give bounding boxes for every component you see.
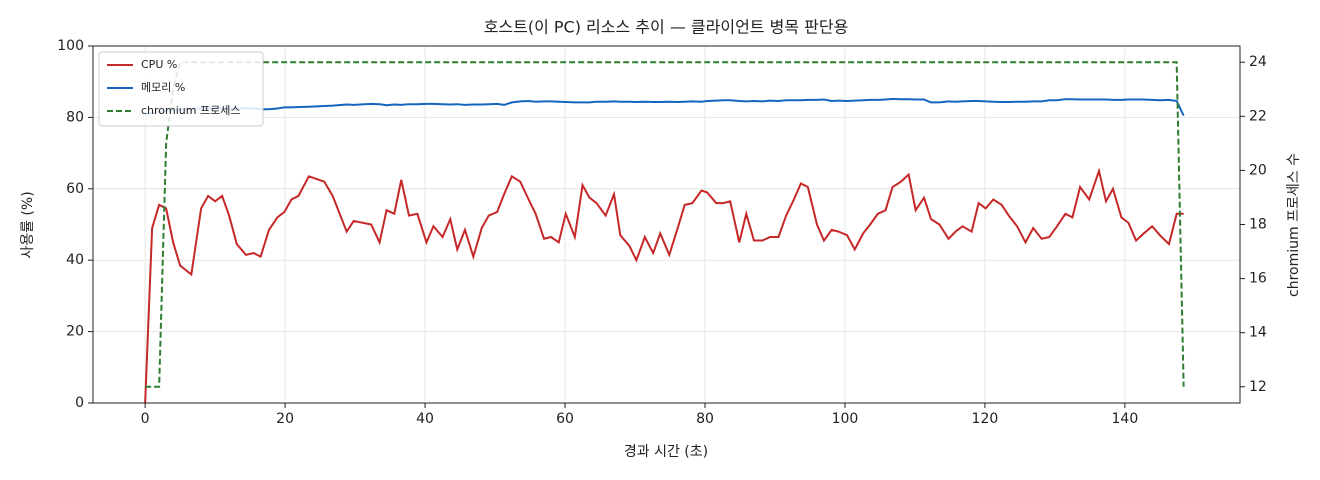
y2-tick-label: 22 xyxy=(1249,108,1267,124)
x-tick-label: 120 xyxy=(972,411,999,427)
y2-tick-label: 24 xyxy=(1249,54,1267,70)
plot-frame xyxy=(92,45,1241,404)
x-tick-label: 20 xyxy=(276,411,294,427)
y-tick-label: 80 xyxy=(66,109,84,125)
x-tick-label: 80 xyxy=(696,411,714,427)
y-tick-label: 20 xyxy=(66,324,84,340)
x-tick-label: 60 xyxy=(556,411,574,427)
x-tick-label: 0 xyxy=(141,411,150,427)
y2-tick-label: 12 xyxy=(1249,379,1267,395)
line-series xyxy=(145,61,1185,388)
y-tick-label: 40 xyxy=(66,252,84,268)
y-axis-label: 사용률 (%) xyxy=(20,191,36,258)
legend-label: chromium 프로세스 xyxy=(141,104,240,117)
y2-tick-label: 16 xyxy=(1249,271,1267,287)
line-series xyxy=(145,97,1185,117)
legend-label: CPU % xyxy=(141,58,177,71)
x-tick-label: 40 xyxy=(416,411,434,427)
x-tick-label: 140 xyxy=(1112,411,1139,427)
legend-box xyxy=(98,51,264,127)
chart-title: 호스트(이 PC) 리소스 추이 — 클라이언트 병목 판단용 xyxy=(484,18,849,37)
legend-label: 메모리 % xyxy=(141,81,185,94)
y2-axis-label: chromium 프로세스 수 xyxy=(1286,153,1302,297)
line-series xyxy=(144,167,1184,404)
y2-tick-label: 18 xyxy=(1249,217,1267,233)
x-axis-label: 경과 시간 (초) xyxy=(624,444,708,460)
y2-tick-label: 20 xyxy=(1249,162,1267,178)
x-tick-label: 100 xyxy=(832,411,859,427)
y-tick-label: 60 xyxy=(66,181,84,197)
y2-tick-label: 14 xyxy=(1249,325,1267,341)
y-tick-label: 100 xyxy=(57,38,84,54)
y-tick-label: 0 xyxy=(75,395,84,411)
